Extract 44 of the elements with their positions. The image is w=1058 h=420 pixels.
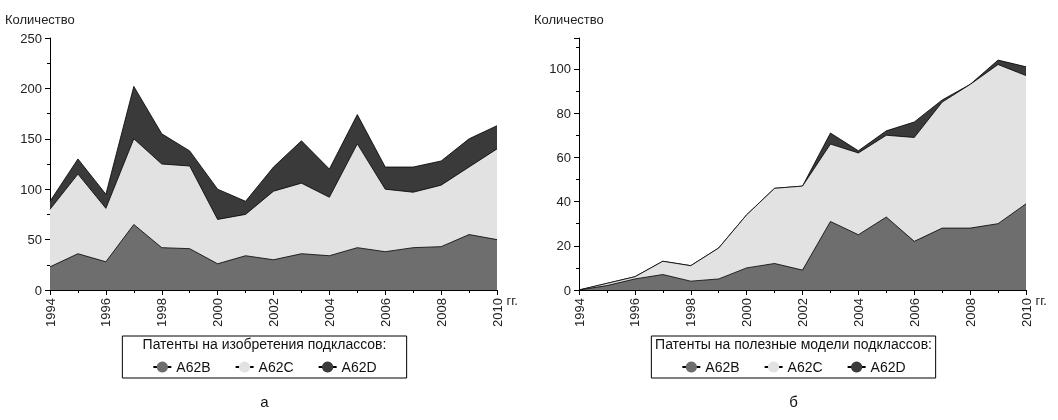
legend-label: A62B bbox=[705, 359, 740, 375]
legend-label: A62D bbox=[870, 359, 906, 375]
y-tick-label: 80 bbox=[556, 105, 571, 121]
x-tick-label: 2008 bbox=[962, 298, 978, 327]
legend-label: A62B bbox=[176, 359, 211, 375]
y-tick-label: 0 bbox=[34, 282, 42, 298]
y-axis-title: Количество bbox=[534, 12, 604, 27]
x-tick-label: 2002 bbox=[266, 298, 281, 327]
x-tick-label: 1998 bbox=[154, 298, 170, 327]
legend-label: A62D bbox=[341, 359, 377, 375]
x-tick-label: 2010 bbox=[1018, 298, 1034, 327]
x-axis-title: гг. bbox=[1035, 293, 1047, 308]
x-tick-label: 2000 bbox=[210, 298, 226, 327]
x-tick-label: 2006 bbox=[906, 298, 922, 327]
x-tick-label: 1994 bbox=[42, 298, 58, 327]
y-tick-label: 100 bbox=[549, 61, 571, 77]
y-axis-title: Количество bbox=[5, 12, 75, 27]
legend-title: Патенты на изобретения подклассов: bbox=[142, 336, 387, 352]
legend-title: Патенты на полезные модели подклассов: bbox=[655, 336, 932, 352]
x-tick-label: 2004 bbox=[850, 298, 866, 327]
text: б bbox=[789, 393, 798, 410]
x-tick-label: 1998 bbox=[683, 298, 699, 327]
x-tick-label: 1996 bbox=[627, 298, 643, 327]
x-tick-label: 2010 bbox=[489, 298, 505, 327]
y-tick-label: 40 bbox=[556, 194, 571, 210]
legend-label: A62C bbox=[787, 359, 823, 375]
y-tick-label: 20 bbox=[556, 238, 571, 254]
y-tick-label: 60 bbox=[556, 149, 571, 165]
y-tick-label: 100 bbox=[20, 181, 42, 197]
y-tick-label: 50 bbox=[27, 232, 42, 248]
y-tick-label: 250 bbox=[20, 30, 42, 46]
text: а bbox=[260, 393, 270, 410]
x-axis-title: гг. bbox=[506, 293, 518, 308]
y-tick-label: 150 bbox=[20, 131, 42, 147]
legend-label: A62C bbox=[258, 359, 294, 375]
x-tick-label: 2008 bbox=[433, 298, 449, 327]
x-tick-label: 2000 bbox=[739, 298, 755, 327]
x-tick-label: 1996 bbox=[98, 298, 114, 327]
x-tick-label: 1994 bbox=[571, 298, 587, 327]
x-tick-label: 2004 bbox=[321, 298, 337, 327]
y-tick-label: 0 bbox=[563, 282, 571, 298]
x-tick-label: 2002 bbox=[795, 298, 810, 327]
y-tick-label: 200 bbox=[20, 80, 42, 96]
x-tick-label: 2006 bbox=[377, 298, 393, 327]
